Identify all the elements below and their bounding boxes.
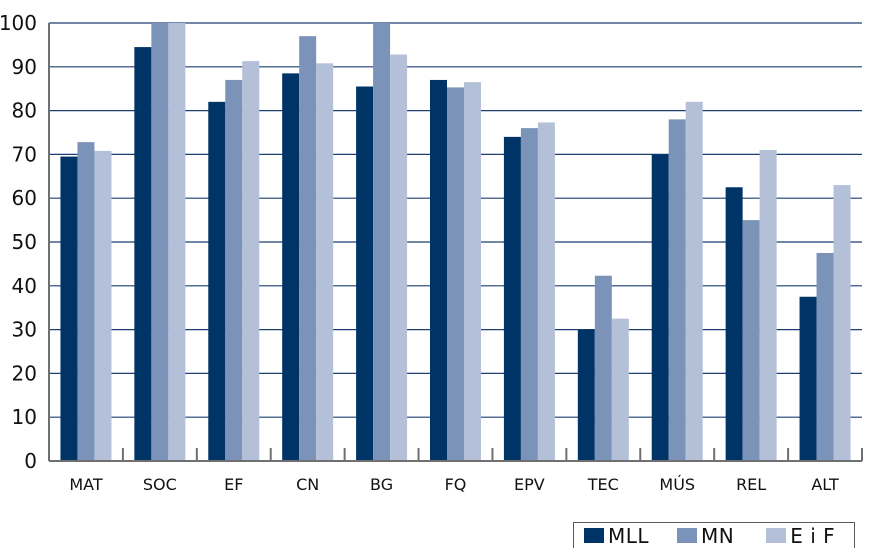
y-tick-label: 0 [24, 449, 37, 473]
bar-mll-mús [651, 154, 669, 461]
bar-e-i-f-tec [611, 318, 629, 461]
legend-item-eif: E i F [766, 523, 835, 548]
bar-e-i-f-mús [685, 101, 703, 461]
bar-mll-rel [725, 187, 743, 461]
x-tick-label: ALT [811, 475, 839, 494]
bar-mn-alt [816, 252, 834, 461]
bar-mll-fq [430, 79, 447, 461]
bar-mll-mat [60, 156, 78, 461]
y-tick-label: 20 [12, 361, 37, 385]
bar-mll-tec [577, 329, 595, 461]
bar-e-i-f-mat [94, 150, 112, 461]
legend-item-mll: MLL [584, 523, 649, 548]
bar-mn-bg [373, 23, 391, 461]
x-tick-label: REL [736, 475, 766, 494]
y-tick-label: 80 [12, 99, 37, 123]
bar-mll-epv [503, 136, 521, 461]
bar-mn-mús [668, 119, 686, 462]
legend-swatch-eif [766, 528, 787, 543]
bar-mll-soc [134, 47, 152, 462]
y-tick-label: 10 [12, 405, 37, 429]
x-tick-label: MÚS [659, 475, 695, 494]
bar-mn-cn [299, 36, 317, 461]
legend-label-mn: MN [701, 523, 735, 548]
y-tick-label: 50 [12, 230, 37, 254]
legend-swatch-mn [677, 528, 698, 543]
bar-mn-mat [77, 142, 95, 462]
legend-swatch-mll [584, 528, 604, 543]
y-tick-label: 30 [12, 318, 37, 342]
legend-label-eif: E i F [790, 523, 836, 548]
bar-mn-tec [594, 275, 612, 461]
x-tick-label: TEC [587, 475, 619, 494]
y-tick-label: 100 [0, 11, 37, 35]
bar-mn-ef [225, 79, 243, 461]
x-tick-label: MAT [69, 475, 103, 494]
y-tick-label: 60 [12, 186, 37, 210]
x-tick-label: BG [370, 475, 393, 494]
x-tick-label: FQ [445, 475, 467, 494]
bar-mn-rel [742, 220, 760, 461]
bar-mll-cn [282, 73, 300, 462]
y-tick-label: 90 [12, 55, 37, 79]
bar-e-i-f-rel [759, 150, 777, 461]
bar-e-i-f-fq [464, 82, 481, 461]
x-tick-label: CN [296, 475, 319, 494]
bar-mn-epv [520, 128, 538, 461]
bar-mn-soc [151, 23, 169, 461]
x-tick-label: EPV [514, 475, 545, 494]
bar-e-i-f-soc [168, 23, 186, 461]
bar-e-i-f-bg [390, 54, 408, 461]
chart-legend: MLL MN E i F [573, 522, 855, 548]
legend-item-mn: MN [677, 523, 734, 548]
bar-e-i-f-ef [242, 61, 260, 462]
legend-label-mll: MLL [608, 523, 650, 548]
bar-e-i-f-epv [537, 122, 555, 462]
bar-e-i-f-alt [833, 185, 851, 461]
y-tick-label: 70 [12, 142, 37, 166]
bar-mll-ef [208, 101, 226, 461]
y-tick-label: 40 [12, 274, 37, 298]
bar-mll-alt [799, 296, 817, 461]
x-tick-label: SOC [143, 475, 177, 494]
bar-mll-bg [356, 86, 374, 461]
bar-mn-fq [447, 87, 464, 462]
x-tick-label: EF [224, 475, 243, 494]
bar-e-i-f-cn [316, 63, 334, 462]
